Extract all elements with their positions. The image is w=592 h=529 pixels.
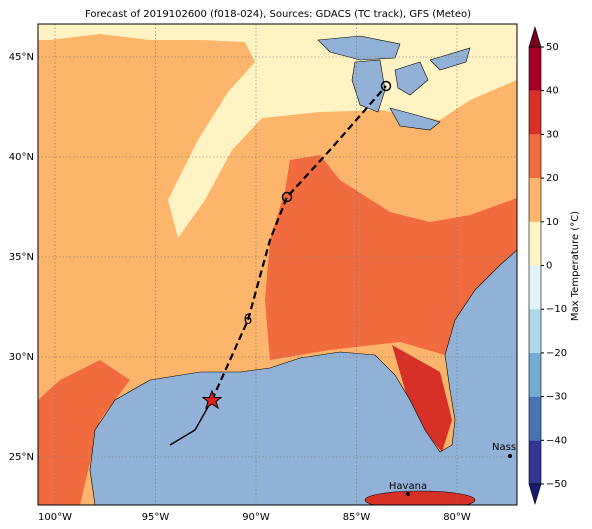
map-title: Forecast of 2019102600 (f018-024), Sourc… <box>85 9 471 20</box>
colorbar-tick-label: 40 <box>546 86 559 97</box>
cuba <box>364 490 476 505</box>
lon-tick-label: 80°W <box>443 512 471 523</box>
colorbar-tick-label: −50 <box>546 479 567 490</box>
colorbar-tick-label: 0 <box>546 261 552 272</box>
ocean <box>89 249 517 505</box>
colorbar-under <box>528 483 542 506</box>
colorbar-label: Max Temperature (°C) <box>570 211 581 321</box>
track-point <box>281 191 293 203</box>
colorbar-band <box>529 440 541 484</box>
colorbar-band <box>529 265 541 310</box>
city-label: Havana <box>389 481 427 492</box>
colorbar-band <box>529 221 541 266</box>
colorbar-band <box>529 47 541 91</box>
colorbar-tick-label: −10 <box>546 304 567 315</box>
colorbar-band <box>529 309 541 353</box>
city-label: Nassau <box>492 442 529 453</box>
colorbar-tick-label: −40 <box>546 435 567 446</box>
colorbar-band <box>529 90 541 135</box>
graticule <box>38 24 517 505</box>
map-area: 6 Havana Nassau <box>38 24 529 505</box>
map-frame <box>37 23 518 506</box>
colorbar-tick-label: 20 <box>546 173 559 184</box>
colorbar-over <box>528 25 542 48</box>
past-track <box>169 399 213 446</box>
very-hot-region <box>392 345 452 452</box>
colorbar: −50 −40 −30 −20 −10 0 10 20 30 40 50 <box>528 25 567 506</box>
track-point <box>380 80 392 92</box>
lat-tick-label: 25°N <box>9 452 34 463</box>
colorbar-band <box>529 396 541 441</box>
forecast-track <box>210 85 387 401</box>
great-lakes <box>317 35 471 131</box>
storm-position <box>201 389 223 410</box>
city-marker <box>508 454 512 458</box>
lat-tick-label: 30°N <box>9 352 34 363</box>
colorbar-tick-label: −30 <box>546 392 567 403</box>
lon-tick-label: 85°W <box>343 512 371 523</box>
colorbar-tick-label: 10 <box>546 217 559 228</box>
lat-tick-label: 45°N <box>9 52 34 63</box>
hot-region <box>265 155 517 360</box>
lon-tick-label: 95°W <box>142 512 170 523</box>
hot-region <box>38 360 130 505</box>
lon-tick-label: 90°W <box>242 512 270 523</box>
city-marker <box>406 492 410 496</box>
colorbar-band <box>529 352 541 397</box>
colorbar-tick-label: 30 <box>546 129 559 140</box>
lat-tick-label: 40°N <box>9 152 34 163</box>
colorbar-tick-label: 50 <box>546 42 559 53</box>
colorbar-tick-label: −20 <box>546 348 567 359</box>
storm-symbol: 6 <box>244 312 253 328</box>
lon-tick-label: 100°W <box>38 512 72 523</box>
lat-tick-label: 35°N <box>9 252 34 263</box>
colorbar-band <box>529 134 541 179</box>
colorbar-band <box>529 178 541 222</box>
